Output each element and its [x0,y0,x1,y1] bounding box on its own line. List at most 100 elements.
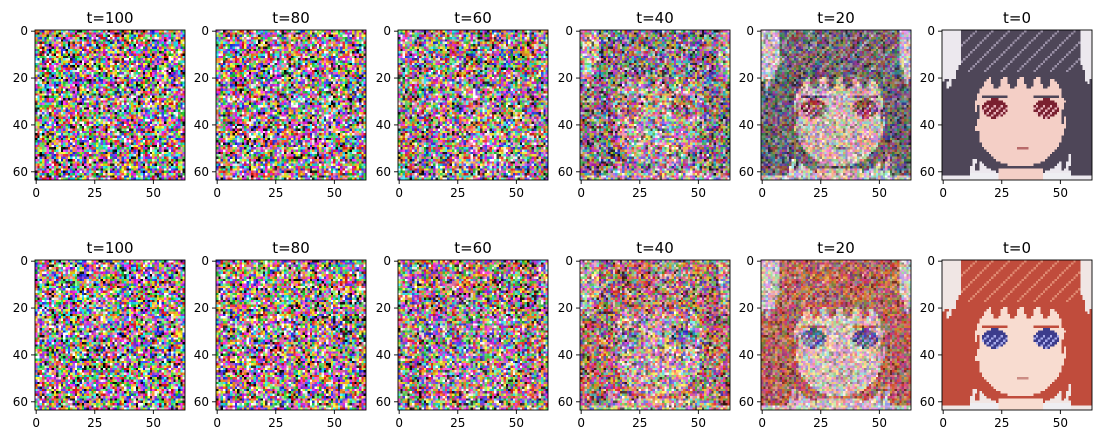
panel-image-canvas [398,260,548,410]
y-tick-label: 0 [20,254,28,268]
panel-title: t=60 [454,239,492,257]
x-tick-label: 50 [509,416,524,430]
panel-frame [215,259,367,411]
x-tick-label: 25 [450,416,465,430]
y-tick-label: 20 [376,301,391,315]
panel-title: t=0 [1003,9,1031,27]
panel-frame [215,29,367,181]
y-tick-label: 20 [739,71,754,85]
x-tick-label: 50 [509,186,524,200]
y-tick-label: 0 [565,254,573,268]
x-tick-label: 0 [32,186,40,200]
y-tick-label: 20 [13,71,28,85]
x-tick-label: 0 [758,416,766,430]
x-tick-label: 50 [327,416,342,430]
y-tick-label: 20 [920,71,935,85]
y-tick-label: 60 [194,395,209,409]
y-tick-label: 40 [739,348,754,362]
panel-image [398,30,548,180]
x-tick-label: 0 [32,416,40,430]
panel-title: t=80 [272,239,310,257]
x-tick-label: 50 [327,186,342,200]
panel-image-canvas [942,260,1092,410]
panel-image-canvas [761,30,911,180]
y-tick-label: 60 [920,165,935,179]
panel-frame [34,29,186,181]
panel-title: t=20 [817,9,855,27]
y-tick-label: 0 [201,254,209,268]
panel-1-3: t=60 0 25 50 0 20 40 60 [376,9,549,200]
x-tick-label: 25 [87,416,102,430]
y-tick-label: 20 [558,71,573,85]
y-tick-label: 40 [194,118,209,132]
y-tick-label: 60 [376,165,391,179]
panel-2-1: t=100 0 25 50 0 20 40 60 [13,239,186,430]
panel-image-canvas [942,30,1092,180]
y-tick-label: 20 [194,301,209,315]
panel-frame [760,259,912,411]
x-tick-label: 0 [577,186,585,200]
y-tick-label: 0 [927,254,935,268]
x-tick-label: 50 [691,416,706,430]
x-tick-label: 50 [146,186,161,200]
y-tick-label: 60 [739,395,754,409]
panel-title: t=100 [86,239,133,257]
panel-frame [579,29,731,181]
x-tick-label: 25 [994,186,1009,200]
y-tick-label: 20 [558,301,573,315]
panel-image [580,260,730,410]
y-tick-label: 40 [558,118,573,132]
panel-frame [579,259,731,411]
panel-image [35,260,185,410]
y-tick-label: 60 [13,395,28,409]
x-tick-label: 25 [632,416,647,430]
y-tick-label: 60 [920,395,935,409]
y-tick-label: 40 [376,118,391,132]
panel-title: t=60 [454,9,492,27]
x-tick-label: 50 [691,186,706,200]
y-tick-label: 40 [194,348,209,362]
y-tick-label: 40 [739,118,754,132]
y-tick-label: 0 [201,24,209,38]
panel-1-2: t=80 0 25 50 0 20 40 60 [194,9,367,200]
y-tick-label: 0 [383,254,391,268]
panel-image [35,30,185,180]
panel-frame [941,259,1093,411]
y-tick-label: 40 [13,118,28,132]
y-tick-label: 0 [20,24,28,38]
x-tick-label: 50 [1053,186,1068,200]
x-tick-label: 25 [632,186,647,200]
panel-1-6: t=0 0 25 50 0 20 40 60 [920,9,1093,200]
x-tick-label: 50 [146,416,161,430]
x-tick-label: 25 [268,186,283,200]
panel-image-canvas [580,260,730,410]
x-tick-label: 25 [813,416,828,430]
panel-image [216,30,366,180]
panel-image-canvas [761,260,911,410]
panel-title: t=100 [86,9,133,27]
panel-1-5: t=20 0 25 50 0 20 40 60 [739,9,912,200]
panel-image-canvas [216,30,366,180]
panel-frame [941,29,1093,181]
panel-1-1: t=100 0 25 50 0 20 40 60 [13,9,186,200]
panel-image [580,30,730,180]
panel-image [942,260,1092,410]
panel-image [761,30,911,180]
x-tick-label: 0 [395,186,403,200]
panel-image-canvas [398,30,548,180]
panel-2-6: t=0 0 25 50 0 20 40 60 [920,239,1093,430]
panel-frame [397,29,549,181]
x-tick-label: 50 [872,186,887,200]
x-tick-label: 50 [872,416,887,430]
panel-frame [760,29,912,181]
panel-2-3: t=60 0 25 50 0 20 40 60 [376,239,549,430]
panel-image-canvas [580,30,730,180]
y-tick-label: 40 [13,348,28,362]
x-tick-label: 25 [87,186,102,200]
panel-image-canvas [35,260,185,410]
x-tick-label: 0 [213,186,221,200]
panel-title: t=40 [636,239,674,257]
y-tick-label: 20 [13,301,28,315]
x-tick-label: 25 [813,186,828,200]
panel-image [398,260,548,410]
